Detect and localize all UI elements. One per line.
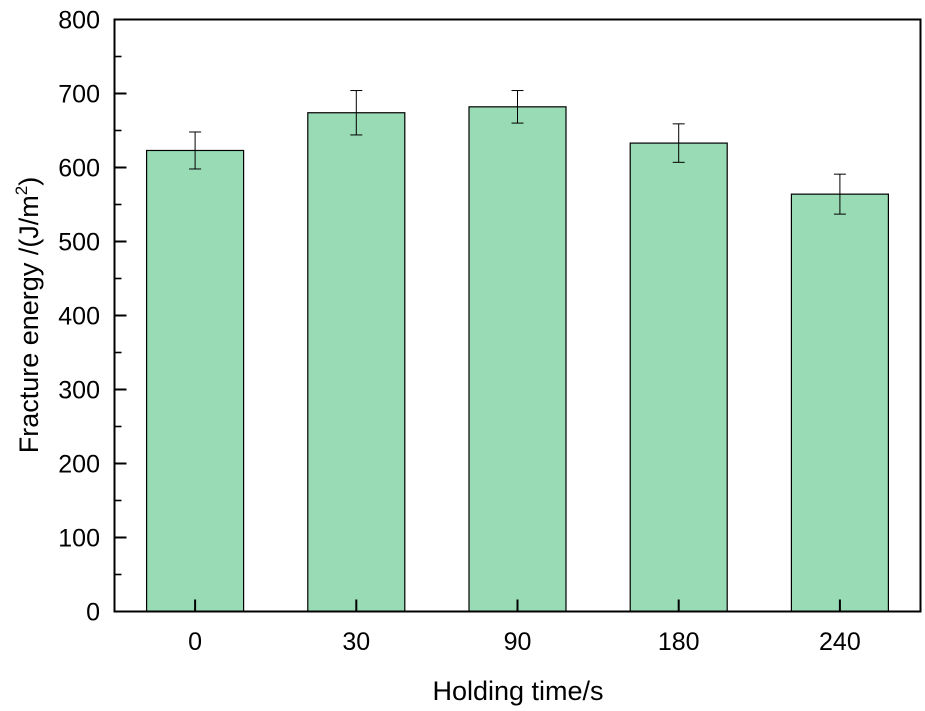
y-tick-label-400: 400 bbox=[58, 303, 100, 331]
x-tick-label-180: 180 bbox=[658, 628, 700, 656]
y-axis-title-main: Fracture energy /(J/m bbox=[14, 195, 44, 453]
bar-0 bbox=[146, 149, 245, 613]
x-axis-title: Holding time/s bbox=[432, 676, 603, 706]
y-tick-label-500: 500 bbox=[58, 229, 100, 257]
bar-180 bbox=[629, 142, 728, 613]
y-tick-label-300: 300 bbox=[58, 377, 100, 405]
bar-90 bbox=[468, 106, 567, 613]
error-bars-group bbox=[189, 90, 846, 215]
y-axis-title-close: ) bbox=[14, 177, 44, 186]
y-tick-label-600: 600 bbox=[58, 155, 100, 183]
x-tick-label-90: 90 bbox=[504, 628, 532, 656]
y-tick-label-800: 800 bbox=[58, 7, 100, 35]
bar-30 bbox=[307, 112, 406, 613]
x-axis: 0 30 90 180 240 bbox=[188, 599, 861, 656]
x-tick-label-0: 0 bbox=[188, 628, 202, 656]
bar-240 bbox=[790, 193, 890, 613]
y-tick-label-700: 700 bbox=[58, 81, 100, 109]
x-tick-label-30: 30 bbox=[342, 628, 370, 656]
y-axis-title-superscript: 2 bbox=[12, 186, 31, 195]
x-tick-label-240: 240 bbox=[819, 628, 861, 656]
y-tick-label-0: 0 bbox=[86, 599, 100, 627]
y-tick-label-200: 200 bbox=[58, 451, 100, 479]
y-axis-title: Fracture energy /(J/m2) bbox=[12, 177, 44, 454]
y-axis: 0 100 200 300 400 500 600 700 800 bbox=[58, 7, 127, 627]
bars-group bbox=[146, 106, 890, 613]
y-tick-label-100: 100 bbox=[58, 525, 100, 553]
